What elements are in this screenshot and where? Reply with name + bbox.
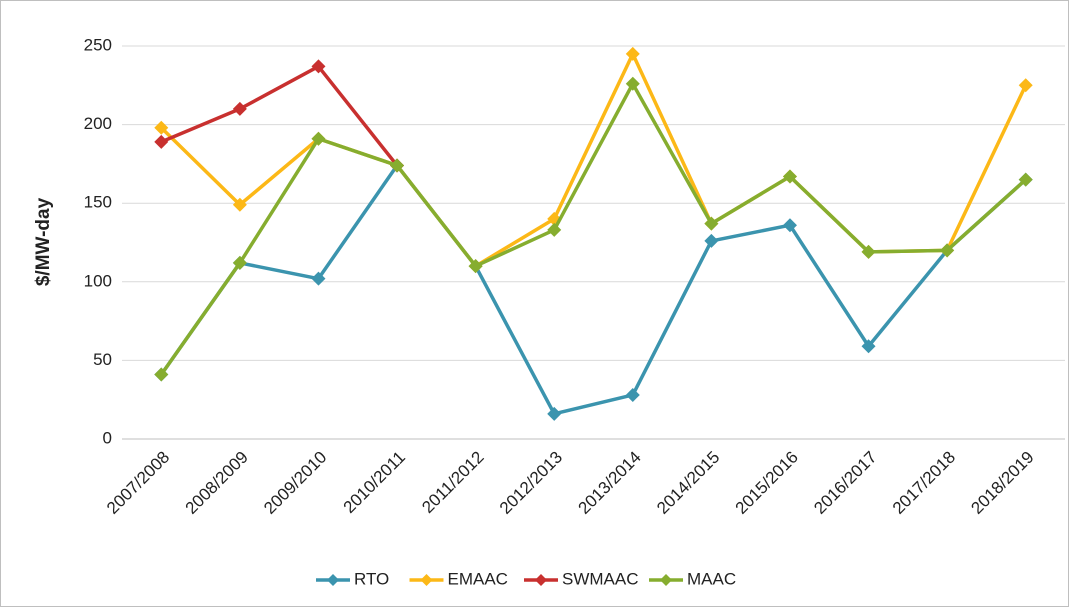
data-point bbox=[704, 216, 719, 231]
y-axis-label: $/MW-day bbox=[33, 197, 54, 286]
series-line bbox=[159, 81, 1027, 376]
data-point bbox=[1018, 172, 1033, 187]
legend-label: RTO bbox=[354, 569, 389, 588]
data-point bbox=[390, 158, 405, 173]
data-point bbox=[468, 259, 483, 274]
y-tick-label: 50 bbox=[93, 350, 112, 369]
data-point bbox=[861, 339, 876, 354]
data-point bbox=[154, 134, 169, 149]
data-point bbox=[940, 243, 955, 258]
data-point bbox=[625, 46, 640, 61]
data-point bbox=[154, 367, 169, 382]
data-point bbox=[861, 244, 876, 259]
data-point bbox=[782, 218, 797, 233]
legend-marker bbox=[420, 574, 433, 586]
y-tick-label: 250 bbox=[84, 35, 112, 54]
data-point bbox=[311, 131, 326, 146]
data-point bbox=[311, 59, 326, 74]
series-line bbox=[160, 64, 399, 167]
y-tick-label: 150 bbox=[84, 193, 112, 212]
y-tick-label: 0 bbox=[103, 428, 112, 447]
y-tick-label: 100 bbox=[84, 271, 112, 290]
legend-marker bbox=[660, 574, 672, 586]
data-point bbox=[154, 120, 169, 135]
legend-label: MAAC bbox=[687, 569, 736, 588]
data-point bbox=[782, 169, 797, 184]
data-point bbox=[547, 222, 562, 237]
y-tick-label: 200 bbox=[84, 114, 112, 133]
data-point bbox=[232, 255, 247, 270]
data-point bbox=[704, 233, 719, 248]
series-line bbox=[159, 163, 1027, 416]
legend-marker bbox=[535, 574, 547, 586]
data-point bbox=[232, 197, 247, 212]
data-point bbox=[1018, 78, 1033, 93]
data-point bbox=[232, 101, 247, 116]
data-point bbox=[547, 406, 562, 421]
data-point bbox=[311, 271, 326, 286]
data-point bbox=[625, 76, 640, 91]
legend-label: SWMAAC bbox=[562, 569, 639, 588]
legend-label: EMAAC bbox=[448, 569, 508, 588]
data-point bbox=[625, 387, 640, 402]
legend-marker bbox=[327, 574, 339, 586]
